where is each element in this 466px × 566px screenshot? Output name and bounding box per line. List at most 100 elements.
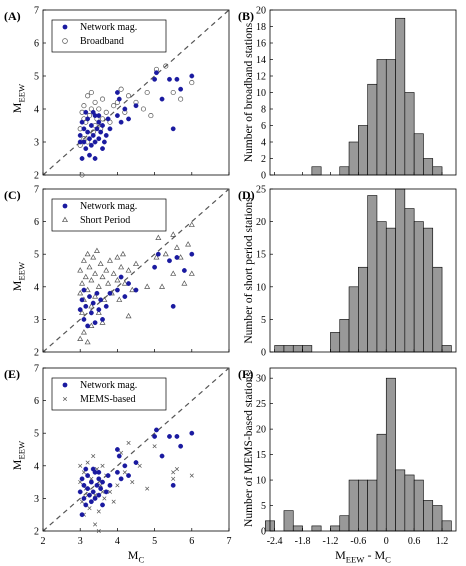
histogram-bar [358,266,368,353]
network-mag-point [85,129,91,135]
network-mag-point [126,281,131,286]
y-tick-label: 5 [34,72,39,83]
mems-point [152,444,157,449]
histogram-bar [404,474,415,532]
plot-frame [42,367,230,532]
short-period-point [162,250,169,257]
network-mag-point [90,109,96,115]
histogram-bar [330,332,341,353]
short-period-point [116,296,123,302]
histogram-bar [274,345,285,353]
network-mag-point [115,113,120,119]
network-mag-point [92,495,98,501]
short-period-point [119,250,126,257]
panel-label: (C) [4,188,21,202]
network-mag-point [83,303,89,309]
network-mag-point [79,476,85,482]
network-mag-point [105,116,111,122]
short-period-point [133,260,139,267]
network-mag-point [100,316,105,322]
network-mag-point [118,274,124,280]
network-mag-point [189,73,195,79]
y-axis-label: Number of broadband stations [243,22,255,162]
legend-box [51,377,167,411]
mems-point [96,528,101,534]
broadband-point [118,86,124,92]
short-period-point [121,280,128,286]
x-tick-label: -0.6 [350,536,366,547]
short-period-point [88,276,95,283]
y-tick-label: 3 [34,138,39,149]
network-mag-point [94,482,100,488]
y-tick-label: 5 [34,250,39,261]
network-mag-point [100,502,105,508]
mems-point [130,480,135,485]
mems-point [100,463,105,468]
network-mag-point [98,486,104,492]
x-tick-label: 7 [227,536,232,547]
network-mag-point [115,287,120,293]
broadband-point [126,93,132,99]
y-tick-label: 6 [34,396,39,407]
histogram-bar [292,525,303,532]
network-mag-point [81,126,87,132]
mems-point [93,522,98,527]
mems-point [78,463,83,468]
y-tick-label: 10 [256,282,266,293]
network-mag-point [81,287,87,293]
histogram-bar [339,319,350,353]
y-tick-label: 18 [256,22,266,33]
x-tick-label: 4 [115,536,120,547]
short-period-point [188,270,195,276]
histogram-bar [395,17,406,176]
broadband-point [92,99,98,105]
histogram-bar [348,141,359,176]
network-mag-point [96,469,102,475]
legend: Network mag. Broadband [51,19,167,53]
histogram-bar [404,92,415,176]
network-mag-point [126,116,131,122]
y-tick-label: 16 [256,39,266,50]
network-mag-point [77,132,83,138]
histogram-bar [367,83,378,176]
histogram-bar [283,510,294,532]
y-tick-label: 7 [34,185,39,196]
y-tick-label: 12 [256,72,266,83]
network-mag-point [170,482,176,488]
broadband-point [170,89,176,96]
short-period-point [177,254,184,260]
network-mag-point [79,512,85,518]
short-period-point [84,338,91,345]
legend-label-network: Network mag. [80,22,137,33]
network-mag-point [118,476,124,482]
network-mag-point [94,126,100,132]
y-tick-label: 6 [261,121,266,132]
network-mag-point [159,453,165,459]
histogram-bar [413,133,424,176]
histogram-bar [423,158,434,176]
y-tick-label: 15 [256,450,266,461]
network-mag-point [107,126,113,132]
legend-box [51,198,167,232]
short-period-point [82,273,89,280]
panel-label: (B) [238,9,254,23]
y-tick-label: 0 [261,527,266,538]
network-mag-point [101,139,107,145]
x-tick-label: 2 [41,536,46,547]
network-mag-point [83,466,89,472]
histogram-bar [395,188,406,353]
short-period-point [79,280,86,286]
y-axis-label: Number of MEMS-based stations [243,372,255,527]
network-mag-point [79,156,85,161]
legend: Network mag. Short Period [51,198,167,232]
network-mag-point [122,294,128,299]
y-tick-label: 5 [261,315,266,326]
x-tick-label: -1.8 [295,536,311,547]
short-period-point [77,267,84,273]
short-period-point [170,270,177,276]
y-tick-label: 20 [256,425,266,436]
x-axis-label: MEEW - MC [335,548,391,564]
histogram-bar [367,195,378,353]
legend-marker-network [62,24,68,30]
